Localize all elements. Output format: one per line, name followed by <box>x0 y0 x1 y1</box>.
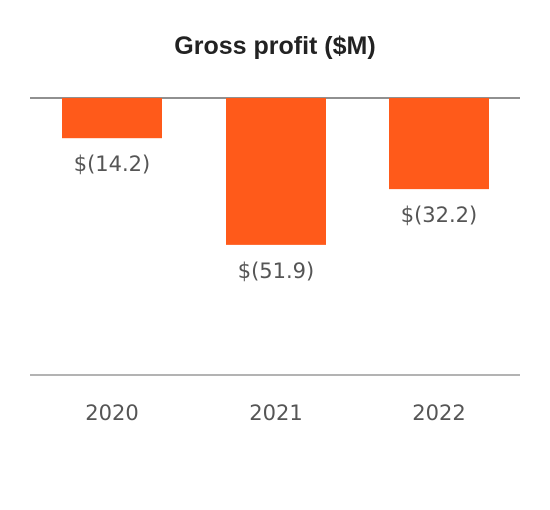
data-label-2020: $(14.2) <box>74 152 151 176</box>
x-tick-label-2022: 2022 <box>412 401 465 425</box>
bar-2021 <box>226 98 326 245</box>
chart-title: Gross profit ($M) <box>174 32 376 60</box>
data-label-2022: $(32.2) <box>401 203 478 227</box>
bar-2020 <box>62 98 162 139</box>
x-tick-label-2020: 2020 <box>85 401 138 425</box>
x-tick-label-2021: 2021 <box>249 401 302 425</box>
bar-2022 <box>389 98 489 190</box>
data-label-2021: $(51.9) <box>238 259 315 283</box>
